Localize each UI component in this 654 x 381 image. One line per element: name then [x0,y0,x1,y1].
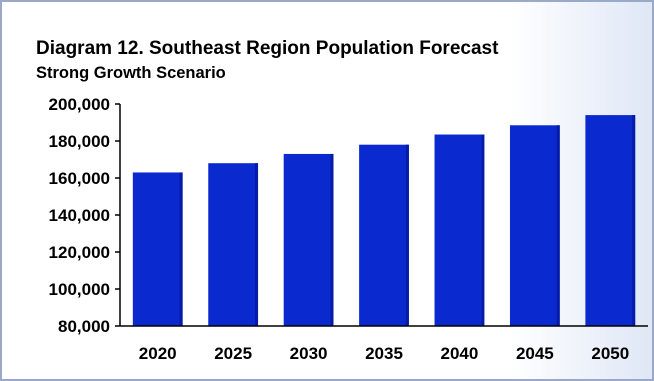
bar-shade-2020 [179,172,183,326]
x-tick-label: 2045 [516,344,554,363]
y-tick-label: 160,000 [49,169,110,188]
bar-2025 [208,163,259,326]
x-tick-label: 2050 [591,344,629,363]
x-tick-label: 2025 [214,344,252,363]
bar-2050 [585,115,636,326]
bar-2040 [434,134,485,326]
bar-2030 [283,153,334,326]
bar-2020 [132,172,183,326]
bar-shade-2045 [556,125,560,327]
x-axis: 2020 2025 2030 2035 2040 2045 2050 [120,325,648,363]
chart-subtitle: Strong Growth Scenario [36,64,226,82]
x-tick-label: 2030 [290,344,328,363]
y-tick-label: 140,000 [49,206,110,225]
y-tick-label: 100,000 [49,280,110,299]
y-tick-label: 120,000 [49,243,110,262]
bars [132,115,636,327]
bar-shade-2025 [255,163,259,326]
chart-title: Diagram 12. Southeast Region Population … [36,38,499,59]
y-tick-label: 200,000 [49,95,110,114]
y-tick-label: 180,000 [49,132,110,151]
bar-2035 [359,144,409,326]
bar-shade-2030 [330,153,334,326]
y-axis: 80,000 100,000 120,000 140,000 160,000 180,00… [49,95,121,336]
bar-shade-2040 [481,134,485,326]
x-tick-label: 2040 [441,344,479,363]
bar-shade-2035 [405,144,409,326]
x-tick-label: 2035 [365,344,403,363]
bar-shade-2050 [632,115,636,326]
bar-2045 [509,125,560,327]
y-tick-label: 80,000 [58,317,110,336]
x-tick-label: 2020 [139,344,177,363]
